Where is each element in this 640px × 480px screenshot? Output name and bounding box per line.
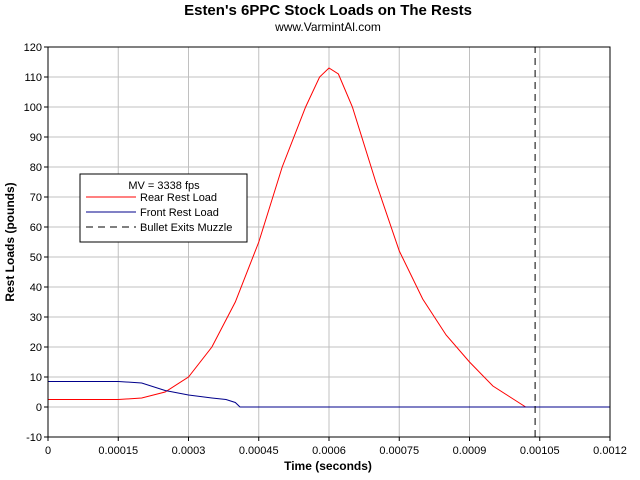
- legend-label-1: Rear Rest Load: [140, 192, 217, 204]
- y-tick-label: 40: [30, 282, 42, 294]
- series-line-1: [48, 67, 610, 408]
- x-tick-label: 0.0003: [172, 445, 206, 457]
- y-tick-label: 60: [30, 222, 42, 234]
- y-tick-label: 110: [24, 72, 42, 84]
- y-tick-label: 20: [30, 342, 42, 354]
- x-tick-label: 0.00015: [98, 445, 138, 457]
- y-tick-label: 50: [30, 252, 42, 264]
- series-line-2: [48, 381, 610, 408]
- x-tick-label: 0.00105: [520, 445, 560, 457]
- y-tick-label: -10: [26, 432, 42, 444]
- x-tick-label: 0.0006: [312, 445, 346, 457]
- y-tick-label: 0: [36, 402, 42, 414]
- y-axis-label: Rest Loads (pounds): [3, 182, 17, 301]
- legend-title: MV = 3338 fps: [128, 180, 200, 192]
- x-tick-label: 0: [45, 445, 51, 457]
- x-tick-label: 0.00075: [379, 445, 419, 457]
- y-tick-label: 100: [24, 102, 42, 114]
- y-tick-label: 30: [30, 312, 42, 324]
- x-axis-label: Time (seconds): [284, 459, 372, 473]
- x-tick-label: 0.0012: [593, 445, 627, 457]
- legend-label-3: Bullet Exits Muzzle: [140, 222, 232, 234]
- x-tick-label: 0.00045: [239, 445, 279, 457]
- y-tick-label: 120: [24, 42, 42, 54]
- y-tick-label: 10: [30, 372, 42, 384]
- y-tick-label: 80: [30, 162, 42, 174]
- y-tick-labels: -10 0 10 20 30 40 50 60 70 80 90 100 110 120: [24, 42, 48, 444]
- legend-label-2: Front Rest Load: [140, 207, 219, 219]
- chart-title: Esten's 6PPC Stock Loads on The Rests: [184, 2, 472, 19]
- grid-lines: [48, 47, 610, 437]
- x-tick-label: 0.0009: [453, 445, 487, 457]
- chart-subtitle: www.VarmintAl.com: [274, 20, 381, 34]
- legend-entries: Rear Rest Load Front Rest Load Bullet Exit…: [86, 192, 232, 234]
- x-tick-labels: 0 0.00015 0.0003 0.00045 0.0006 0.00075 0.0009…: [45, 437, 627, 457]
- y-tick-label: 70: [30, 192, 42, 204]
- legend-box: [79, 173, 248, 243]
- legend: MV = 3338 fps Rear Rest Load Front Rest L…: [79, 173, 248, 243]
- series-layer: [48, 47, 610, 437]
- y-tick-label: 90: [30, 132, 42, 144]
